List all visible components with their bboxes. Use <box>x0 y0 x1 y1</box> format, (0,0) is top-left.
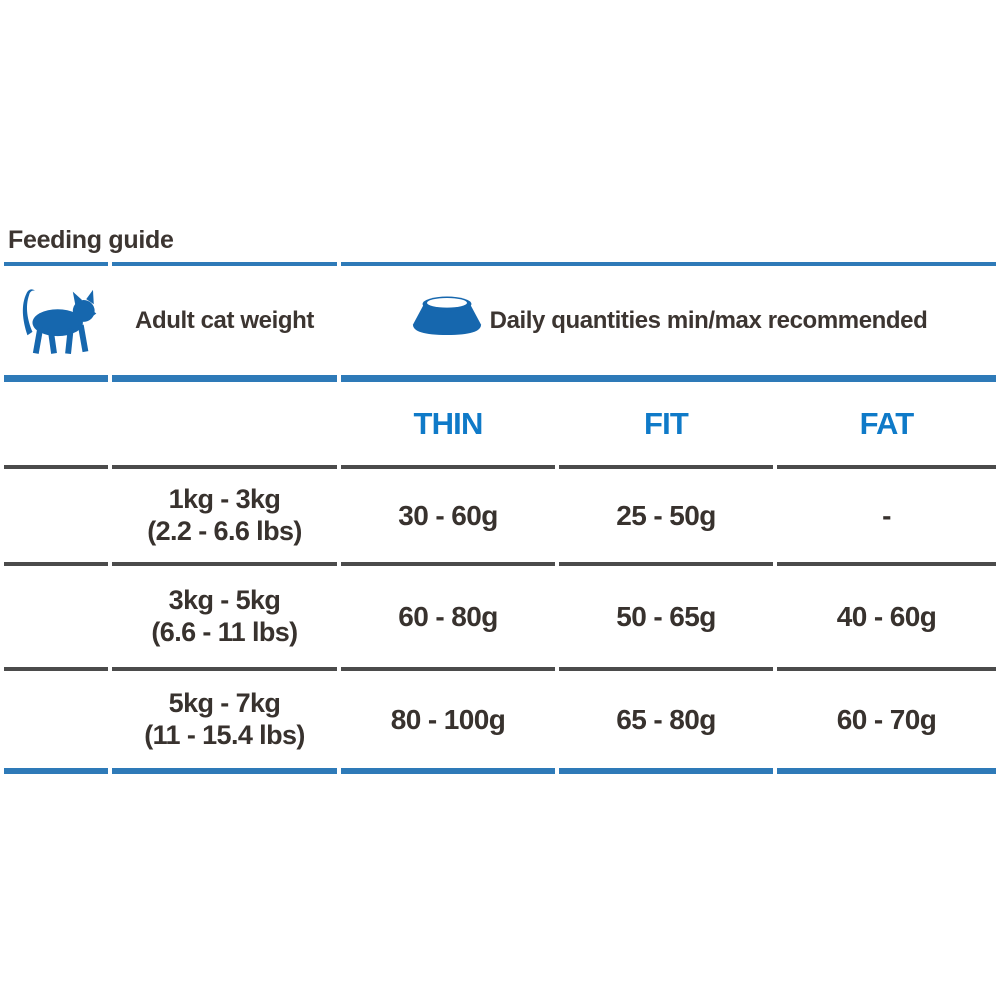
quantity-thin: 30 - 60g <box>398 499 498 531</box>
quantities-column-header: Daily quantities min/max recommended <box>489 306 928 334</box>
weight-range: 5kg - 7kg (11 - 15.4 lbs) <box>112 688 337 751</box>
condition-header-row: THIN FIT FAT <box>4 382 997 469</box>
table-header-row: Adult cat weight Daily quantities min/ <box>4 262 997 382</box>
table-row: 1kg - 3kg (2.2 - 6.6 lbs) 30 - 60g 25 - … <box>4 469 997 566</box>
quantity-thin: 60 - 80g <box>398 600 498 632</box>
weight-lbs: (11 - 15.4 lbs) <box>144 719 305 750</box>
weight-lbs: (2.2 - 6.6 lbs) <box>147 515 302 546</box>
page-title: Feeding guide <box>8 226 174 254</box>
weight-kg: 3kg - 5kg <box>168 585 281 616</box>
condition-fit-label: FIT <box>643 405 689 441</box>
weight-lbs: (6.6 - 11 lbs) <box>151 616 298 647</box>
weight-column-header: Adult cat weight <box>135 306 314 334</box>
table-row: 3kg - 5kg (6.6 - 11 lbs) 60 - 80g 50 - 6… <box>4 566 997 671</box>
weight-range: 3kg - 5kg (6.6 - 11 lbs) <box>112 585 337 648</box>
quantity-fit: 65 - 80g <box>616 703 716 735</box>
feeding-guide-table: Adult cat weight Daily quantities min/ <box>0 262 1000 774</box>
cat-icon <box>4 283 108 359</box>
weight-kg: 1kg - 3kg <box>168 484 281 515</box>
condition-thin-label: THIN <box>413 405 483 441</box>
table-row: 5kg - 7kg (11 - 15.4 lbs) 80 - 100g 65 -… <box>4 671 997 774</box>
quantity-fat: - <box>882 499 891 531</box>
food-bowl-icon <box>410 293 484 348</box>
quantity-thin: 80 - 100g <box>390 703 506 735</box>
condition-fat-label: FAT <box>859 405 915 441</box>
weight-kg: 5kg - 7kg <box>168 688 281 719</box>
quantity-fit: 25 - 50g <box>616 499 716 531</box>
weight-range: 1kg - 3kg (2.2 - 6.6 lbs) <box>112 484 337 547</box>
quantity-fit: 50 - 65g <box>616 600 716 632</box>
quantity-fat: 60 - 70g <box>836 703 937 735</box>
quantity-fat: 40 - 60g <box>836 600 937 632</box>
